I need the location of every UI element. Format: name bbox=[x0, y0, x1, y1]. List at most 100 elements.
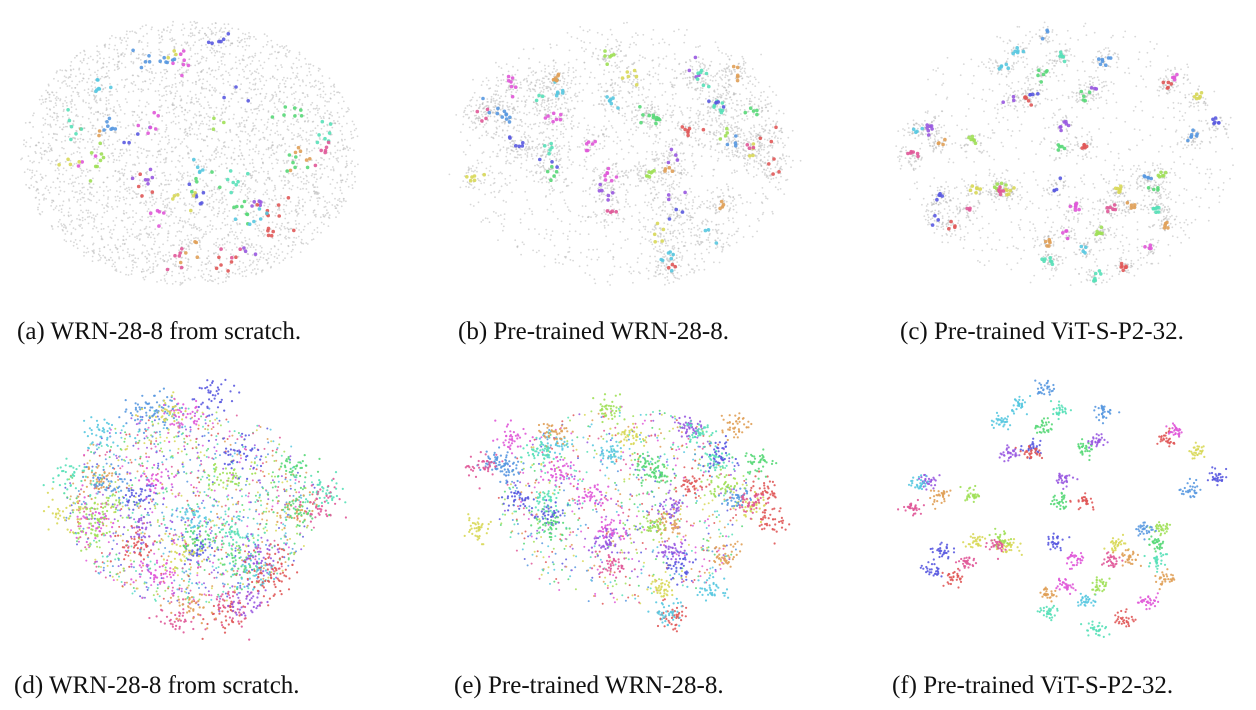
scatter-point bbox=[170, 40, 173, 42]
scatter-point bbox=[138, 179, 141, 182]
scatter-point bbox=[671, 93, 674, 96]
scatter-point bbox=[186, 79, 189, 82]
scatter-point bbox=[287, 236, 290, 239]
scatter-point bbox=[529, 136, 532, 139]
scatter-point bbox=[203, 107, 205, 109]
scatter-point bbox=[518, 86, 521, 89]
scatter-point bbox=[548, 72, 550, 74]
scatter-point bbox=[730, 54, 733, 57]
scatter-point bbox=[256, 68, 259, 71]
scatter-point bbox=[155, 197, 158, 200]
scatter-point bbox=[186, 63, 191, 68]
scatter-point bbox=[332, 166, 334, 168]
scatter-point bbox=[246, 99, 250, 103]
scatter-point bbox=[604, 45, 607, 48]
scatter-point bbox=[587, 132, 589, 135]
scatter-point bbox=[144, 244, 146, 247]
scatter-point bbox=[148, 260, 151, 262]
scatter-point bbox=[277, 110, 280, 113]
scatter-point bbox=[593, 77, 596, 79]
scatter-point bbox=[557, 172, 560, 174]
scatter-point bbox=[64, 139, 67, 142]
scatter-point bbox=[94, 215, 97, 218]
scatter-point bbox=[273, 152, 276, 155]
scatter-point bbox=[60, 211, 63, 214]
scatter-point bbox=[544, 70, 546, 73]
scatter-point bbox=[189, 278, 192, 281]
scatter-point bbox=[147, 216, 150, 219]
scatter-point bbox=[540, 165, 543, 168]
scatter-point bbox=[69, 178, 71, 181]
scatter-point bbox=[719, 93, 722, 96]
scatter-point bbox=[213, 49, 216, 52]
scatter-point bbox=[251, 174, 254, 177]
scatter-point bbox=[585, 138, 588, 141]
scatter-point bbox=[129, 203, 131, 206]
scatter-point bbox=[127, 274, 130, 276]
scatter-point bbox=[85, 101, 87, 104]
scatter-point bbox=[163, 274, 166, 277]
scatter-point bbox=[313, 176, 316, 179]
scatter-point bbox=[114, 112, 117, 114]
scatter-point bbox=[114, 265, 116, 268]
scatter-point bbox=[263, 124, 266, 126]
scatter-point bbox=[680, 199, 683, 202]
scatter-point bbox=[298, 79, 300, 81]
scatter-point bbox=[557, 253, 560, 256]
scatter-point bbox=[723, 119, 726, 122]
scatter-point bbox=[79, 219, 82, 221]
scatter-point bbox=[193, 191, 197, 195]
scatter-point bbox=[47, 142, 50, 145]
scatter-point bbox=[501, 136, 504, 139]
scatter-point bbox=[190, 189, 194, 194]
scatter-point bbox=[150, 231, 153, 234]
scatter-point bbox=[489, 156, 491, 158]
scatter-point bbox=[782, 112, 785, 115]
scatter-point bbox=[107, 160, 109, 163]
scatter-point bbox=[266, 252, 269, 255]
scatter-point bbox=[59, 218, 61, 221]
scatter-point bbox=[664, 210, 666, 212]
scatter-point bbox=[575, 58, 578, 61]
scatter-point bbox=[556, 153, 559, 156]
scatter-point bbox=[211, 127, 216, 131]
scatter-point bbox=[28, 121, 31, 124]
scatter-point bbox=[599, 83, 602, 85]
scatter-point bbox=[267, 110, 270, 112]
scatter-point bbox=[144, 185, 147, 188]
scatter-point bbox=[313, 209, 316, 212]
scatter-point bbox=[696, 98, 699, 101]
scatter-point bbox=[162, 189, 164, 192]
scatter-point bbox=[266, 259, 268, 261]
scatter-point bbox=[209, 128, 212, 130]
scatter-point bbox=[212, 114, 215, 117]
scatter-point bbox=[144, 127, 147, 130]
scatter-point bbox=[313, 173, 316, 176]
scatter-point bbox=[89, 211, 92, 214]
scatter-point bbox=[200, 38, 203, 40]
scatter-point bbox=[157, 29, 160, 32]
scatter-point bbox=[330, 169, 332, 171]
scatter-point bbox=[497, 109, 499, 112]
scatter-point bbox=[284, 236, 286, 239]
scatter-point bbox=[223, 100, 226, 102]
scatter-point bbox=[772, 177, 775, 180]
scatter-point bbox=[317, 80, 320, 83]
scatter-point bbox=[697, 120, 700, 123]
scatter-point bbox=[697, 109, 699, 112]
scatter-point bbox=[283, 184, 286, 187]
scatter-point bbox=[59, 204, 61, 207]
scatter-point bbox=[283, 203, 285, 206]
scatter-point bbox=[268, 156, 271, 159]
scatter-point bbox=[99, 152, 104, 156]
scatter-point bbox=[771, 210, 774, 213]
scatter-point bbox=[194, 64, 197, 67]
scatter-point bbox=[257, 88, 259, 91]
scatter-point bbox=[118, 159, 121, 162]
scatter-point bbox=[223, 53, 226, 56]
scatter-point bbox=[146, 42, 149, 44]
scatter-point bbox=[523, 78, 526, 81]
scatter-point bbox=[147, 150, 150, 152]
scatter-point bbox=[79, 151, 81, 154]
scatter-point bbox=[196, 251, 199, 254]
